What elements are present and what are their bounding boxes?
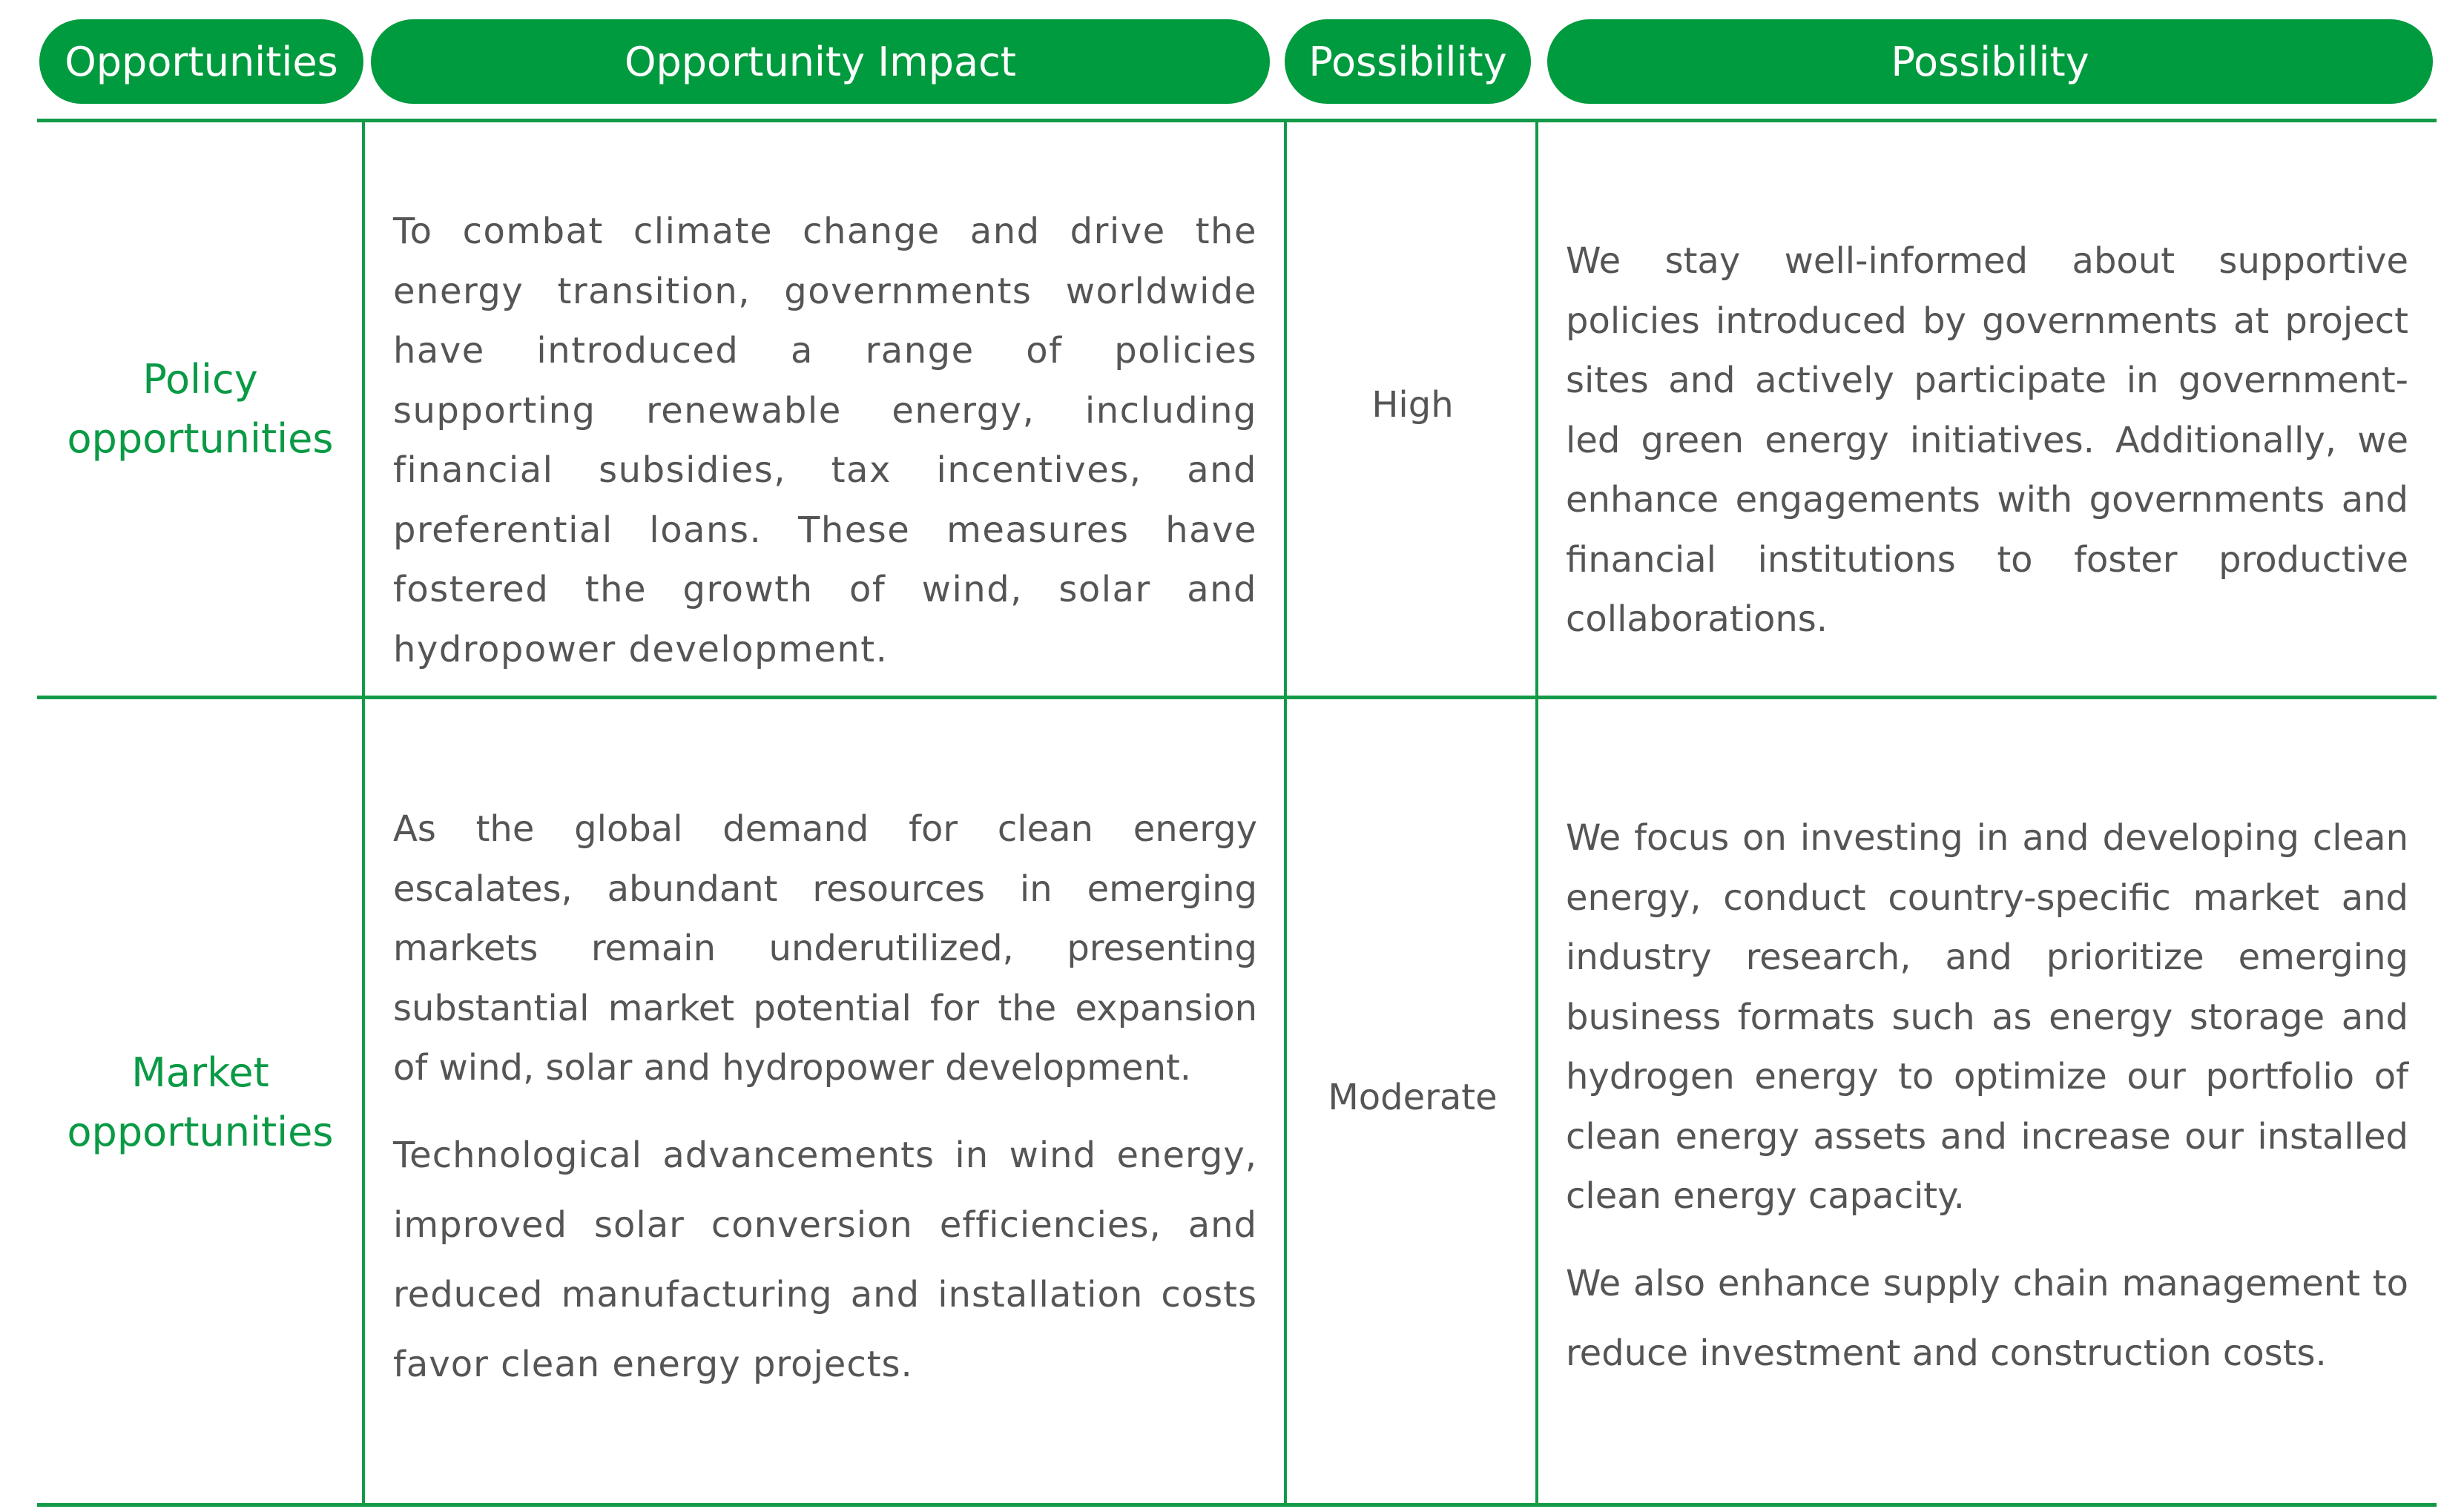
impact-paragraph: Technological advancements in wind energ… [393, 1134, 1257, 1385]
header-possibility: Possibility [1285, 19, 1531, 104]
response-paragraph: We focus on investing in and developing … [1566, 817, 2408, 1217]
header-divider [37, 119, 2437, 122]
header-opportunity-impact: Opportunity Impact [371, 19, 1270, 104]
row-possibility: High [1371, 384, 1454, 426]
header-opportunities: Opportunities [39, 19, 363, 104]
response-paragraph: We also enhance supply chain management … [1566, 1262, 2408, 1374]
table-bottom-border [37, 1503, 2437, 1507]
row-response: We stay well-informed about supportive p… [1566, 231, 2408, 670]
row-possibility: Moderate [1328, 1077, 1498, 1118]
row-category: Policy opportunities [67, 356, 334, 462]
impact-paragraph: As the global demand for clean energy es… [393, 808, 1257, 1089]
row-response: We focus on investing in and developing … [1566, 808, 2408, 1409]
impact-paragraph: To combat climate change and drive the e… [393, 211, 1257, 670]
column-divider [1284, 121, 1287, 1505]
column-divider [362, 121, 365, 1505]
column-divider [1535, 121, 1538, 1505]
row-impact: As the global demand for clean energy es… [393, 799, 1257, 1420]
row-impact: To combat climate change and drive the e… [393, 202, 1257, 700]
response-paragraph: We stay well-informed about supportive p… [1566, 240, 2408, 640]
row-divider [37, 696, 2437, 699]
row-category: Market opportunities [67, 1049, 334, 1155]
header-response: Possibility [1547, 19, 2433, 104]
